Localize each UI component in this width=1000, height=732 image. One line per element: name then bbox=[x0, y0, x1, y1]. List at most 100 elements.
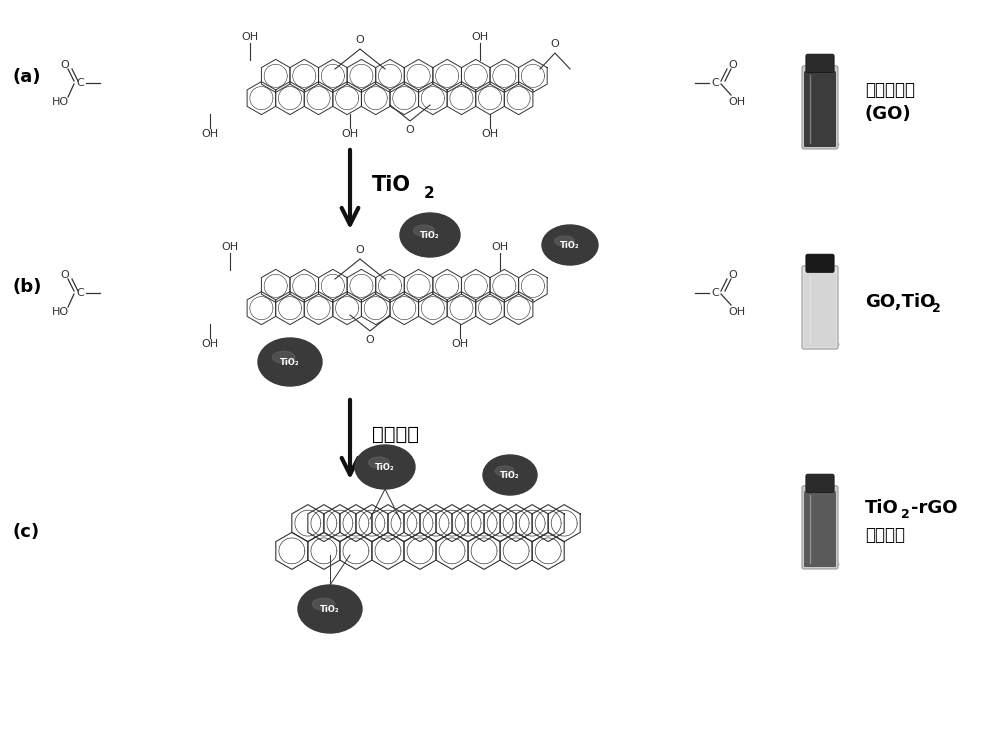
Text: 水热过程: 水热过程 bbox=[372, 425, 419, 444]
Text: TiO: TiO bbox=[865, 499, 899, 517]
Text: OH: OH bbox=[728, 97, 746, 107]
Polygon shape bbox=[433, 59, 461, 92]
Polygon shape bbox=[376, 59, 404, 92]
Polygon shape bbox=[261, 59, 290, 92]
Polygon shape bbox=[452, 504, 484, 542]
Polygon shape bbox=[504, 82, 533, 115]
Text: O: O bbox=[729, 60, 737, 70]
Text: (a): (a) bbox=[12, 68, 40, 86]
Polygon shape bbox=[333, 291, 361, 324]
Polygon shape bbox=[404, 504, 436, 542]
Polygon shape bbox=[468, 504, 500, 542]
Polygon shape bbox=[404, 269, 433, 302]
Polygon shape bbox=[319, 269, 347, 302]
Ellipse shape bbox=[414, 225, 434, 236]
Ellipse shape bbox=[272, 351, 295, 363]
Polygon shape bbox=[519, 269, 547, 302]
Text: O: O bbox=[61, 270, 69, 280]
FancyBboxPatch shape bbox=[802, 486, 838, 569]
Polygon shape bbox=[372, 504, 404, 542]
Polygon shape bbox=[504, 291, 533, 324]
Ellipse shape bbox=[804, 141, 840, 147]
Text: TiO₂: TiO₂ bbox=[375, 463, 395, 471]
Ellipse shape bbox=[312, 598, 335, 610]
Ellipse shape bbox=[298, 585, 362, 633]
Text: (GO): (GO) bbox=[865, 105, 912, 123]
Polygon shape bbox=[433, 269, 461, 302]
Ellipse shape bbox=[495, 466, 514, 476]
Text: TiO: TiO bbox=[372, 174, 411, 195]
Text: O: O bbox=[356, 35, 364, 45]
Polygon shape bbox=[447, 82, 476, 115]
Polygon shape bbox=[340, 504, 372, 542]
Text: OH: OH bbox=[241, 32, 259, 42]
Polygon shape bbox=[308, 532, 340, 569]
Text: TiO₂: TiO₂ bbox=[280, 357, 300, 367]
FancyBboxPatch shape bbox=[806, 474, 834, 493]
Polygon shape bbox=[356, 504, 388, 542]
Polygon shape bbox=[292, 504, 324, 542]
Text: GO,TiO: GO,TiO bbox=[865, 293, 935, 311]
Polygon shape bbox=[476, 291, 504, 324]
Text: 2: 2 bbox=[424, 186, 435, 201]
Text: O: O bbox=[366, 335, 374, 345]
Polygon shape bbox=[461, 59, 490, 92]
Polygon shape bbox=[372, 532, 404, 569]
Polygon shape bbox=[419, 82, 447, 115]
Text: TiO₂: TiO₂ bbox=[560, 241, 580, 250]
Ellipse shape bbox=[258, 338, 322, 386]
Text: OH: OH bbox=[451, 339, 469, 349]
Text: OH: OH bbox=[491, 242, 509, 252]
Text: OH: OH bbox=[341, 129, 359, 139]
Text: TiO₂: TiO₂ bbox=[500, 471, 520, 479]
Text: O: O bbox=[729, 270, 737, 280]
Polygon shape bbox=[447, 291, 476, 324]
Polygon shape bbox=[484, 504, 516, 542]
Text: 氧化石墨烯: 氧化石墨烯 bbox=[865, 81, 915, 99]
Text: OH: OH bbox=[471, 32, 489, 42]
FancyBboxPatch shape bbox=[804, 71, 836, 147]
Polygon shape bbox=[388, 504, 420, 542]
Polygon shape bbox=[532, 532, 564, 569]
Text: O: O bbox=[406, 125, 414, 135]
Polygon shape bbox=[519, 59, 547, 92]
Text: OH: OH bbox=[728, 307, 746, 317]
FancyBboxPatch shape bbox=[804, 491, 836, 567]
Ellipse shape bbox=[555, 236, 574, 246]
Polygon shape bbox=[261, 269, 290, 302]
Polygon shape bbox=[436, 532, 468, 569]
Ellipse shape bbox=[804, 561, 840, 567]
Text: O: O bbox=[61, 60, 69, 70]
Text: (b): (b) bbox=[12, 278, 41, 296]
Text: TiO₂: TiO₂ bbox=[320, 605, 340, 613]
Polygon shape bbox=[347, 269, 376, 302]
FancyBboxPatch shape bbox=[806, 54, 834, 72]
Polygon shape bbox=[361, 291, 390, 324]
Polygon shape bbox=[532, 504, 564, 542]
Polygon shape bbox=[340, 532, 372, 569]
Text: O: O bbox=[551, 39, 559, 49]
Text: C: C bbox=[711, 288, 719, 298]
Ellipse shape bbox=[355, 445, 415, 489]
Polygon shape bbox=[308, 504, 340, 542]
Polygon shape bbox=[361, 82, 390, 115]
Polygon shape bbox=[304, 291, 333, 324]
Polygon shape bbox=[461, 269, 490, 302]
Text: (c): (c) bbox=[12, 523, 39, 541]
FancyBboxPatch shape bbox=[806, 254, 834, 272]
Polygon shape bbox=[548, 504, 580, 542]
Ellipse shape bbox=[542, 225, 598, 265]
FancyBboxPatch shape bbox=[802, 266, 838, 349]
Polygon shape bbox=[304, 82, 333, 115]
Polygon shape bbox=[490, 269, 519, 302]
Polygon shape bbox=[276, 291, 304, 324]
Polygon shape bbox=[390, 82, 419, 115]
Ellipse shape bbox=[400, 213, 460, 257]
Polygon shape bbox=[324, 504, 356, 542]
Polygon shape bbox=[247, 82, 276, 115]
Text: O: O bbox=[356, 245, 364, 255]
Polygon shape bbox=[404, 532, 436, 569]
Polygon shape bbox=[468, 532, 500, 569]
Polygon shape bbox=[319, 59, 347, 92]
Text: TiO₂: TiO₂ bbox=[420, 231, 440, 239]
